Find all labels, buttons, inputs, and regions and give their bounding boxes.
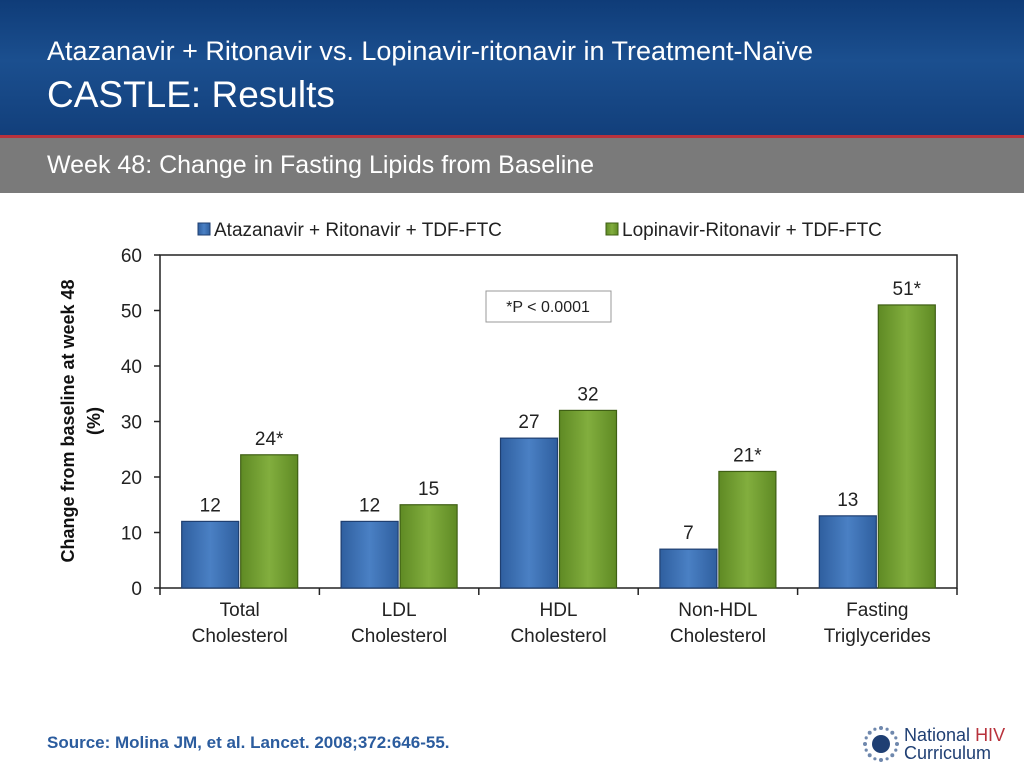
bar-series1 [499, 437, 559, 589]
y-tick-label: 10 [121, 524, 142, 545]
legend-label: Lopinavir-Ritonavir + TDF-FTC [622, 220, 882, 241]
bar-series1 [340, 520, 399, 589]
legend-label: Atazanavir + Ritonavir + TDF-FTC [214, 220, 502, 241]
x-category-label: HDL [539, 600, 577, 621]
bar-series2 [718, 470, 777, 589]
bar-series2 [877, 304, 936, 589]
x-category-label: Cholesterol [670, 626, 766, 647]
bar-series2 [399, 504, 458, 589]
x-category-label: Triglycerides [824, 626, 931, 647]
x-category-label: LDL [382, 600, 417, 621]
bar-series1 [181, 520, 240, 589]
x-category-label: Fasting [846, 600, 908, 621]
national-hiv-curriculum-logo: National HIV Curriculum [862, 722, 1022, 764]
x-category-label: Total [220, 600, 260, 621]
x-category-label: Cholesterol [510, 626, 606, 647]
header-divider [0, 135, 1024, 138]
logo-word-curriculum: Curriculum [904, 743, 992, 763]
y-axis-label: Change from baseline at week 48 [58, 279, 78, 562]
x-category-label: Non-HDL [678, 600, 757, 621]
logo-line1: National HIV [904, 725, 1005, 746]
bar-value-label: 51* [893, 279, 922, 300]
y-tick-label: 0 [131, 579, 142, 600]
y-tick-label: 20 [121, 468, 142, 489]
annotation-text: *P < 0.0001 [506, 299, 590, 316]
bar-value-label: 24* [255, 429, 284, 450]
logo-word-national: National [904, 725, 971, 745]
bar-value-label: 12 [359, 495, 380, 516]
x-category-label: Cholesterol [351, 626, 447, 647]
bar-value-label: 15 [418, 479, 439, 500]
bar-series1 [818, 515, 877, 589]
legend-swatch [197, 222, 211, 236]
y-axis-label-unit: (%) [84, 407, 104, 435]
slide-title-line2: CASTLE: Results [47, 74, 335, 115]
bar-value-label: 32 [577, 384, 598, 405]
y-tick-label: 40 [121, 357, 142, 378]
legend-swatch [605, 222, 619, 236]
source-citation: Source: Molina JM, et al. Lancet. 2008;3… [47, 733, 450, 752]
bar-series2 [240, 454, 299, 589]
x-category-label: Cholesterol [192, 626, 288, 647]
bar-value-label: 12 [200, 495, 221, 516]
subtitle-bar: Week 48: Change in Fasting Lipids from B… [0, 138, 1024, 193]
bar-value-label: 27 [518, 412, 539, 433]
logo-word-hiv: HIV [975, 725, 1006, 745]
bar-series1 [659, 548, 718, 589]
bar-value-label: 7 [683, 523, 694, 544]
bar-value-label: 21* [733, 445, 762, 466]
y-tick-label: 50 [121, 302, 142, 323]
slide-title-line1: Atazanavir + Ritonavir vs. Lopinavir-rit… [47, 36, 814, 66]
bar-chart: 0 10 20 30 40 50 60 Change from baseline at wee… [58, 220, 958, 647]
y-tick-label: 60 [121, 246, 142, 267]
logo-starburst-icon [863, 726, 899, 762]
y-tick-label: 30 [121, 413, 142, 434]
annotation-box [485, 290, 612, 323]
slide-subtitle: Week 48: Change in Fasting Lipids from B… [47, 151, 595, 179]
bar-value-label: 13 [837, 490, 858, 511]
header-banner: Atazanavir + Ritonavir vs. Lopinavir-rit… [0, 0, 1024, 135]
bar-series2 [558, 409, 618, 589]
